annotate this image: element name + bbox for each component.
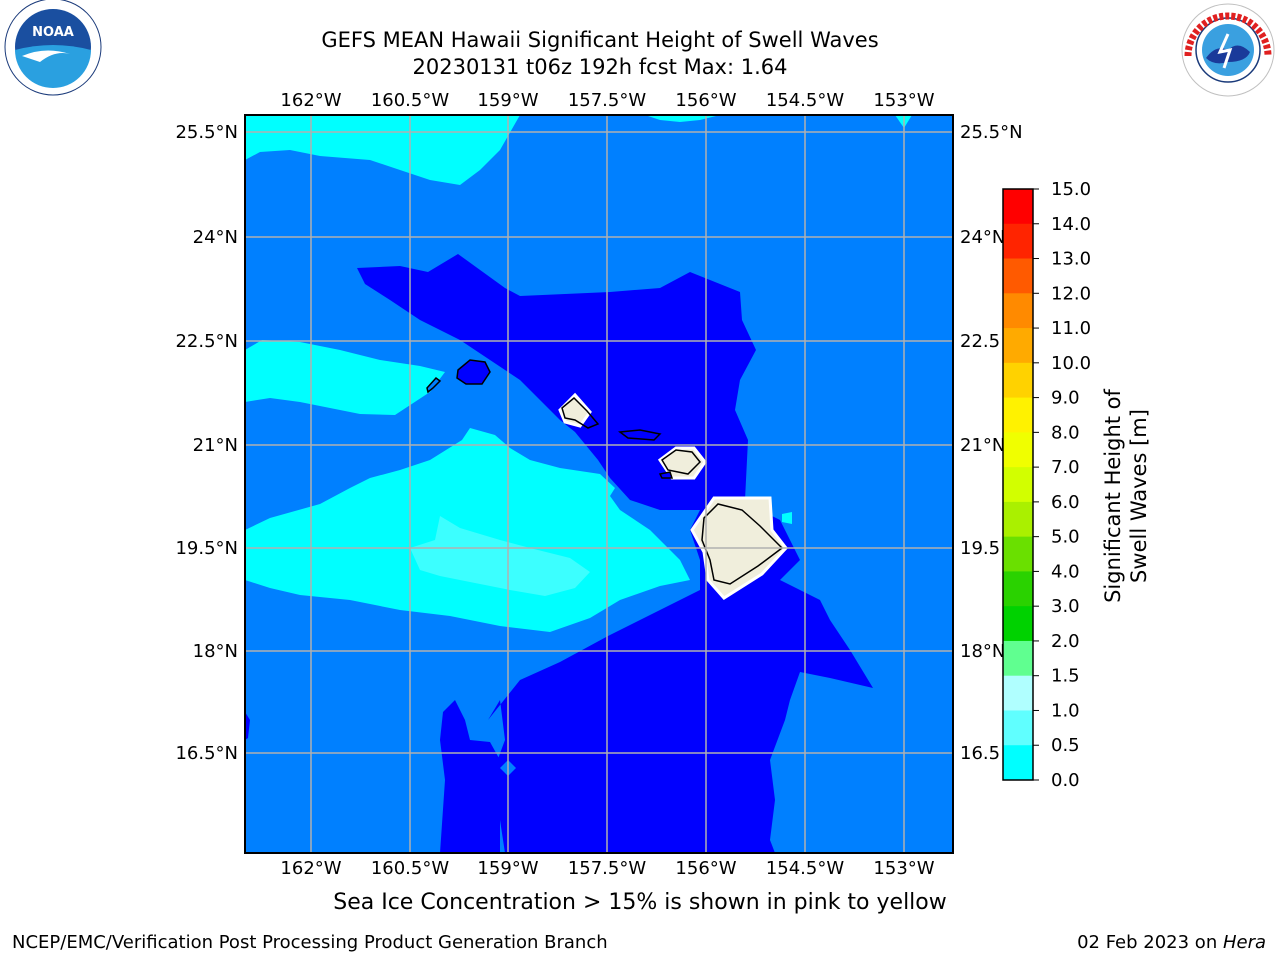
colorbar-segment <box>1003 293 1033 329</box>
colorbar-segment <box>1003 675 1033 711</box>
lat-tick-right: 24°N <box>960 227 1005 248</box>
island-maui-coast <box>661 449 702 475</box>
colorbar-segment <box>1003 223 1033 260</box>
map-frame <box>244 114 954 854</box>
colorbar-tick-label: 0.0 <box>1051 770 1080 791</box>
island-kauai-masked <box>456 359 491 385</box>
colorbar-label: Significant Height of Swell Waves [m] <box>1101 389 1151 603</box>
lat-tick-left: 18°N <box>193 641 238 662</box>
colorbar-segment <box>1003 710 1033 746</box>
colorbar-tick-label: 9.0 <box>1051 388 1080 409</box>
colorbar-tick-label: 8.0 <box>1051 422 1080 443</box>
colorbar-segment <box>1003 571 1033 607</box>
swell-band-1-1-5-top-right <box>645 115 720 122</box>
lat-tick-left: 16.5°N <box>175 743 238 764</box>
lon-tick-top: 160.5°W <box>371 90 450 111</box>
lon-tick-top: 154.5°W <box>766 90 845 111</box>
lat-tick-left: 19.5°N <box>175 538 238 559</box>
colorbar-tick-label: 1.0 <box>1051 700 1080 721</box>
lon-tick-top: 156°W <box>675 90 736 111</box>
island-niihau-masked <box>426 376 442 394</box>
island-oahu-coast <box>561 396 600 429</box>
lon-tick-bottom: 156°W <box>675 858 736 879</box>
swell-band-1-1-5-east-patch <box>782 512 792 524</box>
colorbar-segment <box>1003 606 1033 642</box>
colorbar-segment <box>1003 362 1033 399</box>
island-hawaii-coast <box>701 503 784 585</box>
producer-credit: NCEP/EMC/Verification Post Processing Pr… <box>12 932 608 953</box>
colorbar-tick-label: 0.5 <box>1051 735 1080 756</box>
swell-band-0-0-5-north <box>357 254 873 853</box>
map-plot-area <box>245 115 953 853</box>
noaa-logo-text: NOAA <box>32 25 74 40</box>
colorbar-segment <box>1003 745 1033 781</box>
colorbar-tick-label: 6.0 <box>1051 492 1080 513</box>
lon-tick-top: 157.5°W <box>568 90 647 111</box>
lat-tick-right: 21°N <box>960 435 1005 456</box>
generation-host: Hera <box>1222 932 1266 953</box>
lat-tick-left: 22.5°N <box>175 331 238 352</box>
colorbar-frame <box>1002 188 1034 781</box>
colorbar-tick-label: 12.0 <box>1051 283 1091 304</box>
lat-tick-left: 21°N <box>193 435 238 456</box>
generation-date: 02 Feb 2023 on Hera <box>1077 932 1266 953</box>
swell-band-0-0-5-edge <box>245 712 250 740</box>
colorbar-tick-label: 11.0 <box>1051 318 1091 339</box>
map-subtitle: 20230131 t06z 192h fcst Max: 1.64 <box>412 55 788 79</box>
lon-tick-top: 153°W <box>873 90 934 111</box>
sea-ice-note: Sea Ice Concentration > 15% is shown in … <box>333 890 947 915</box>
lat-tick-right: 25.5°N <box>960 122 1023 143</box>
swell-band-1-5-2 <box>410 516 590 596</box>
colorbar-tick-label: 5.0 <box>1051 527 1080 548</box>
colorbar-segment <box>1003 640 1033 677</box>
colorbar-tick-label: 1.5 <box>1051 666 1080 687</box>
noaa-logo: NOAA <box>4 0 102 96</box>
lon-tick-bottom: 159°W <box>477 858 538 879</box>
colorbar-tick-label: 10.0 <box>1051 353 1091 374</box>
colorbar-segment <box>1003 328 1033 364</box>
swell-band-1-1-5-west <box>245 340 445 415</box>
colorbar: 15.0 14.0 13.0 12.0 11.0 10.0 9.0 8.0 7.0 6.0 5.0 4… <box>1002 179 1091 791</box>
lon-tick-bottom: 154.5°W <box>766 858 845 879</box>
colorbar-tick-label: 3.0 <box>1051 596 1080 617</box>
island-molokai <box>618 429 662 441</box>
colorbar-tick-label: 13.0 <box>1051 249 1091 270</box>
swell-band-0-0-5-south <box>245 700 500 853</box>
graticule <box>245 115 953 853</box>
island-kahoolawe <box>658 471 674 479</box>
lat-tick-right: 16.5 <box>960 743 1000 764</box>
lon-tick-bottom: 153°W <box>873 858 934 879</box>
colorbar-segment <box>1003 189 1033 225</box>
colorbar-segment <box>1003 397 1033 433</box>
colorbar-segment <box>1003 258 1033 294</box>
colorbar-tick-label: 14.0 <box>1051 214 1091 235</box>
colorbar-tick-label: 4.0 <box>1051 561 1080 582</box>
lon-tick-bottom: 162°W <box>280 858 341 879</box>
colorbar-tick-label: 7.0 <box>1051 457 1080 478</box>
colorbar-segment <box>1003 467 1033 503</box>
colorbar-segment <box>1003 432 1033 468</box>
colorbar-segment <box>1003 536 1033 572</box>
lat-tick-right: 18°N <box>960 641 1005 662</box>
lon-tick-top: 159°W <box>477 90 538 111</box>
colorbar-tick-label: 15.0 <box>1051 179 1091 200</box>
lon-tick-bottom: 160.5°W <box>371 858 450 879</box>
lat-tick-right: 19.5 <box>960 538 1000 559</box>
lon-tick-bottom: 157.5°W <box>568 858 647 879</box>
lat-tick-left: 25.5°N <box>175 122 238 143</box>
colorbar-segment <box>1003 501 1033 538</box>
map-title: GEFS MEAN Hawaii Significant Height of S… <box>321 28 879 52</box>
lat-tick-right: 22.5 <box>960 331 1000 352</box>
lat-tick-left: 24°N <box>193 227 238 248</box>
nws-logo <box>1181 3 1275 97</box>
colorbar-tick-label: 2.0 <box>1051 631 1080 652</box>
lon-tick-top: 162°W <box>280 90 341 111</box>
generation-date-text: 02 Feb 2023 on <box>1077 932 1223 953</box>
